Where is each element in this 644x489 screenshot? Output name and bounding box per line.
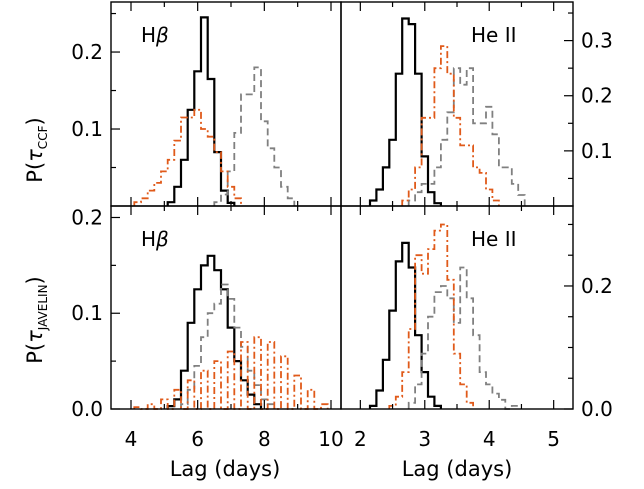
x-tick-label: 6 xyxy=(191,427,204,451)
panel-javelin_heii: 2 3 4 5 0.0 0.2 He II xyxy=(340,205,613,451)
series-dashed-ccf_heii xyxy=(407,67,526,206)
series-dashdot-javelin_heii xyxy=(388,223,474,409)
y-tick-label: 0.2 xyxy=(581,274,613,298)
panel-frame-ccf_heii xyxy=(340,1,574,207)
y-tick-label: 0.0 xyxy=(581,397,613,421)
xlabel-right: Lag (days) xyxy=(402,457,513,481)
series-dashdot-javelin_hbeta xyxy=(133,336,329,410)
series-dashed-javelin_hbeta xyxy=(180,283,276,409)
x-tick-label: 8 xyxy=(258,427,271,451)
panel-label-ccf_hbeta: Hβ xyxy=(141,23,169,47)
series-dashdot-ccf_heii xyxy=(401,45,500,206)
ylabel-javelin: P(τJAVELIN) xyxy=(23,276,50,363)
panel-frame-javelin_heii xyxy=(340,205,574,410)
y-tick-label: 0.1 xyxy=(71,117,103,141)
x-tick-label: 4 xyxy=(125,427,138,451)
y-tick-label: 0.2 xyxy=(71,40,103,64)
series-solid-javelin_heii xyxy=(368,241,442,409)
ylabel-ccf: P(τCCF) xyxy=(23,117,50,182)
y-tick-label: 0.1 xyxy=(581,139,613,163)
y-tick-label: 0.2 xyxy=(71,205,103,229)
panel-label-javelin_heii: He II xyxy=(471,227,517,251)
panel-label-javelin_hbeta: Hβ xyxy=(141,227,169,251)
y-tick-label: 0.1 xyxy=(71,301,103,325)
panel-javelin_hbeta: 4 6 8 10 0.0 0.1 0.2 Hβ xyxy=(71,205,344,451)
panel-ccf_hbeta: 0.1 0.2 Hβ xyxy=(71,1,342,207)
series-solid-ccf_heii xyxy=(368,17,442,206)
panel-label-ccf_heii: He II xyxy=(471,23,517,47)
x-tick-label: 3 xyxy=(418,427,431,451)
xlabel-left: Lag (days) xyxy=(170,457,281,481)
x-tick-label: 2 xyxy=(354,427,367,451)
y-tick-label: 0.3 xyxy=(581,29,613,53)
series-dashed-javelin_heii xyxy=(407,266,520,410)
series-solid-ccf_hbeta xyxy=(166,16,236,206)
y-tick-label: 0.2 xyxy=(581,84,613,108)
y-tick-label: 0.0 xyxy=(71,397,103,421)
series-dashed-ccf_hbeta xyxy=(213,66,296,206)
x-tick-label: 4 xyxy=(483,427,496,451)
series-dashdot-ccf_hbeta xyxy=(133,108,242,206)
x-tick-label: 10 xyxy=(318,427,343,451)
panels-group: 0.1 0.2 Hβ 0.1 0.2 0.3 He II 4 6 8 10 0.0 0.1 0.2 Hβ 2 3… xyxy=(71,1,613,451)
x-tick-label: 5 xyxy=(547,427,560,451)
panel-ccf_heii: 0.1 0.2 0.3 He II xyxy=(340,1,613,207)
